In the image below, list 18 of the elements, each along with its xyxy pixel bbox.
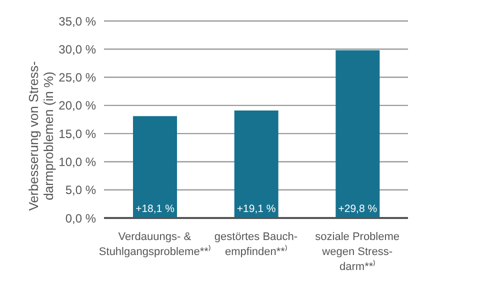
- y-tick-label: 35,0 %: [58, 14, 96, 28]
- y-tick-label: 15,0 %: [58, 126, 96, 141]
- data-label: +19,1 %: [236, 203, 276, 215]
- x-tick-label: Verdauungs- & Stuhlgangsprobleme**⁾: [98, 231, 210, 258]
- bar: [336, 50, 380, 218]
- y-tick-label: 20,0 %: [58, 98, 96, 113]
- y-axis-title: Verbesserung von Stress- darmproblemen (in %): [26, 61, 56, 211]
- data-label: +18,1 %: [136, 203, 174, 215]
- bar: [133, 116, 177, 218]
- y-tick-label: 25,0 %: [58, 70, 96, 85]
- x-tick-label: soziale Probleme wegen Stress- darm**⁾: [315, 231, 400, 273]
- y-tick-label: 0,0 %: [65, 211, 96, 226]
- bar: [234, 110, 278, 218]
- y-tick-label: 5,0 %: [65, 183, 96, 198]
- x-tick-label: gestörtes Bauch- empfinden**⁾: [214, 231, 298, 258]
- y-tick-label: 10,0 %: [58, 154, 96, 169]
- data-label: +29,8 %: [338, 203, 378, 215]
- y-tick-label: 30,0 %: [58, 42, 96, 56]
